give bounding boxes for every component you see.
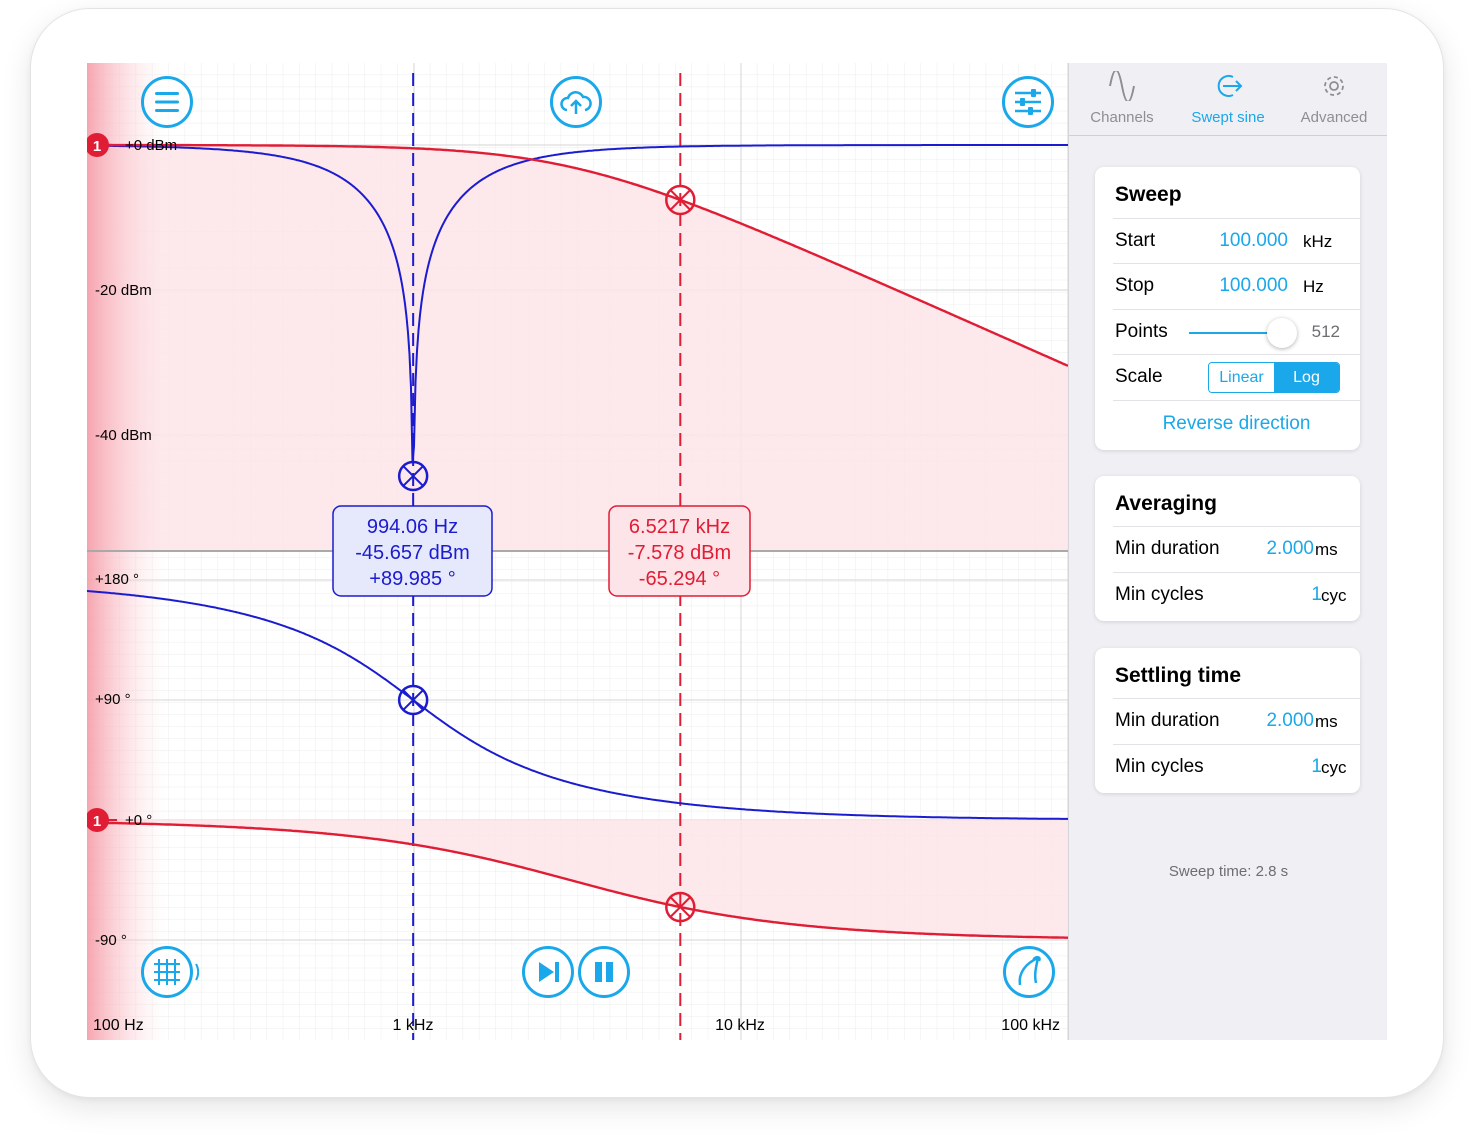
reverse-direction-button[interactable]: Reverse direction (1162, 413, 1311, 434)
blue-phase-marker[interactable] (397, 684, 429, 716)
step-forward-icon (539, 962, 559, 982)
freq-label-1khz: 1 kHz (393, 1017, 434, 1034)
mag-label-minus40: -40 dBm (95, 427, 152, 444)
sidebar-tabs: Channels Swept sine Advanced (1069, 63, 1387, 136)
phase-label-0: +0 ° (125, 812, 152, 829)
menu-button[interactable] (141, 76, 193, 128)
pause-icon (595, 962, 613, 982)
grid-icon (154, 959, 200, 985)
red-phase-marker[interactable] (665, 891, 696, 923)
sweep-title: Sweep (1115, 183, 1182, 206)
settling-duration-row[interactable]: Min duration 2.000 ms (1113, 698, 1360, 744)
sine-wave-icon (1109, 71, 1135, 101)
blue-phase-trace (87, 590, 1068, 820)
settling-duration-value[interactable]: 2.000 (1266, 710, 1314, 731)
svg-text:1: 1 (93, 813, 101, 830)
sweep-stop-value[interactable]: 100.000 (1219, 275, 1288, 296)
settings-sidebar: Channels Swept sine Advanced Sweep St (1068, 63, 1387, 1040)
settling-card: Settling time Min duration 2.000 ms Min … (1095, 648, 1360, 793)
scale-log-button[interactable]: Log (1274, 363, 1339, 392)
red-magnitude-fill (87, 145, 1068, 550)
settling-cycles-row[interactable]: Min cycles 1 cyc (1113, 744, 1360, 790)
sweep-time: Sweep time: 2.8 s (1168, 863, 1289, 880)
mag-label-0: +0 dBm (125, 137, 177, 154)
grid-toggle-button[interactable] (141, 946, 200, 998)
red-cursor-freq: 6.5217 kHz (629, 516, 730, 538)
tab-advanced[interactable]: Advanced (1281, 63, 1387, 135)
scale-segmented-control: Linear Log (1208, 362, 1340, 393)
svg-text:1: 1 (93, 138, 101, 155)
red-cursor-mag: -7.578 dBm (628, 542, 731, 564)
sweep-start-value[interactable]: 100.000 (1219, 230, 1288, 251)
averaging-title: Averaging (1115, 492, 1217, 515)
freq-label-10khz: 10 kHz (715, 1017, 765, 1034)
probe-button[interactable] (1003, 946, 1055, 998)
scale-linear-button[interactable]: Linear (1209, 363, 1274, 392)
blue-cursor-mag: -45.657 dBm (355, 542, 470, 564)
tab-channels[interactable]: Channels (1069, 63, 1175, 135)
tab-swept-sine[interactable]: Swept sine (1175, 63, 1281, 135)
averaging-cycles-value[interactable]: 1 (1311, 584, 1322, 605)
phase-label-plus90: +90 ° (95, 691, 131, 708)
red-magnitude-trace (87, 143, 1068, 367)
channel-1-phase-handle[interactable] (87, 808, 109, 832)
gear-icon (1324, 76, 1344, 96)
blue-cursor-phase: +89.985 ° (369, 568, 455, 590)
blue-cursor-freq: 994.06 Hz (367, 516, 458, 538)
display-settings-button[interactable] (1002, 76, 1054, 128)
mag-label-minus20: -20 dBm (95, 282, 152, 299)
cloud-upload-button[interactable] (550, 76, 602, 128)
channel-1-mag-handle[interactable] (87, 133, 109, 157)
pause-button[interactable] (578, 946, 630, 998)
blue-cursor-readout[interactable]: 994.06 Hz -45.657 dBm +89.985 ° (332, 505, 493, 597)
freq-label-100hz: 100 Hz (93, 1017, 144, 1034)
sweep-start-row[interactable]: Start 100.000 kHz (1113, 218, 1360, 264)
averaging-duration-row[interactable]: Min duration 2.000 ms (1113, 526, 1360, 572)
menu-icon (155, 92, 179, 112)
bode-plot[interactable]: -20 dBm -40 dBm +180 ° +90 ° -90 ° +0 dB… (87, 63, 1068, 1040)
single-sweep-button[interactable] (522, 946, 574, 998)
swept-sine-icon (1217, 75, 1243, 97)
blue-magnitude-marker[interactable] (397, 460, 429, 492)
averaging-duration-value[interactable]: 2.000 (1266, 538, 1314, 559)
averaging-card: Averaging Min duration 2.000 ms Min cycl… (1095, 476, 1360, 621)
settling-title: Settling time (1115, 664, 1242, 687)
points-slider-thumb[interactable] (1267, 318, 1297, 348)
red-cursor-readout[interactable]: 6.5217 kHz -7.578 dBm -65.294 ° (608, 505, 751, 597)
points-value: 512 (1311, 322, 1340, 341)
cloud-upload-icon (560, 91, 592, 114)
app-screen: -20 dBm -40 dBm +180 ° +90 ° -90 ° +0 dB… (87, 63, 1387, 1040)
sweep-scale-row: Scale Linear Log (1113, 354, 1360, 400)
settling-cycles-value[interactable]: 1 (1311, 756, 1322, 777)
red-cursor-phase: -65.294 ° (639, 568, 720, 590)
blue-magnitude-trace (87, 144, 1068, 463)
probe-icon (1018, 956, 1041, 986)
averaging-cycles-row[interactable]: Min cycles 1 cyc (1113, 572, 1360, 618)
phase-label-minus90: -90 ° (95, 932, 127, 949)
freq-label-100khz: 100 kHz (1001, 1017, 1060, 1034)
sweep-card: Sweep Start 100.000 kHz Stop 100.000 Hz … (1095, 167, 1360, 450)
red-phase-fill (87, 820, 1068, 938)
phase-label-plus180: +180 ° (95, 571, 139, 588)
points-slider-track[interactable] (1189, 332, 1279, 334)
sweep-stop-row[interactable]: Stop 100.000 Hz (1113, 263, 1360, 309)
red-magnitude-marker[interactable] (665, 184, 696, 216)
sliders-icon (1015, 89, 1041, 115)
red-phase-trace (87, 821, 1068, 939)
sweep-points-row: Points 512 (1113, 309, 1360, 355)
